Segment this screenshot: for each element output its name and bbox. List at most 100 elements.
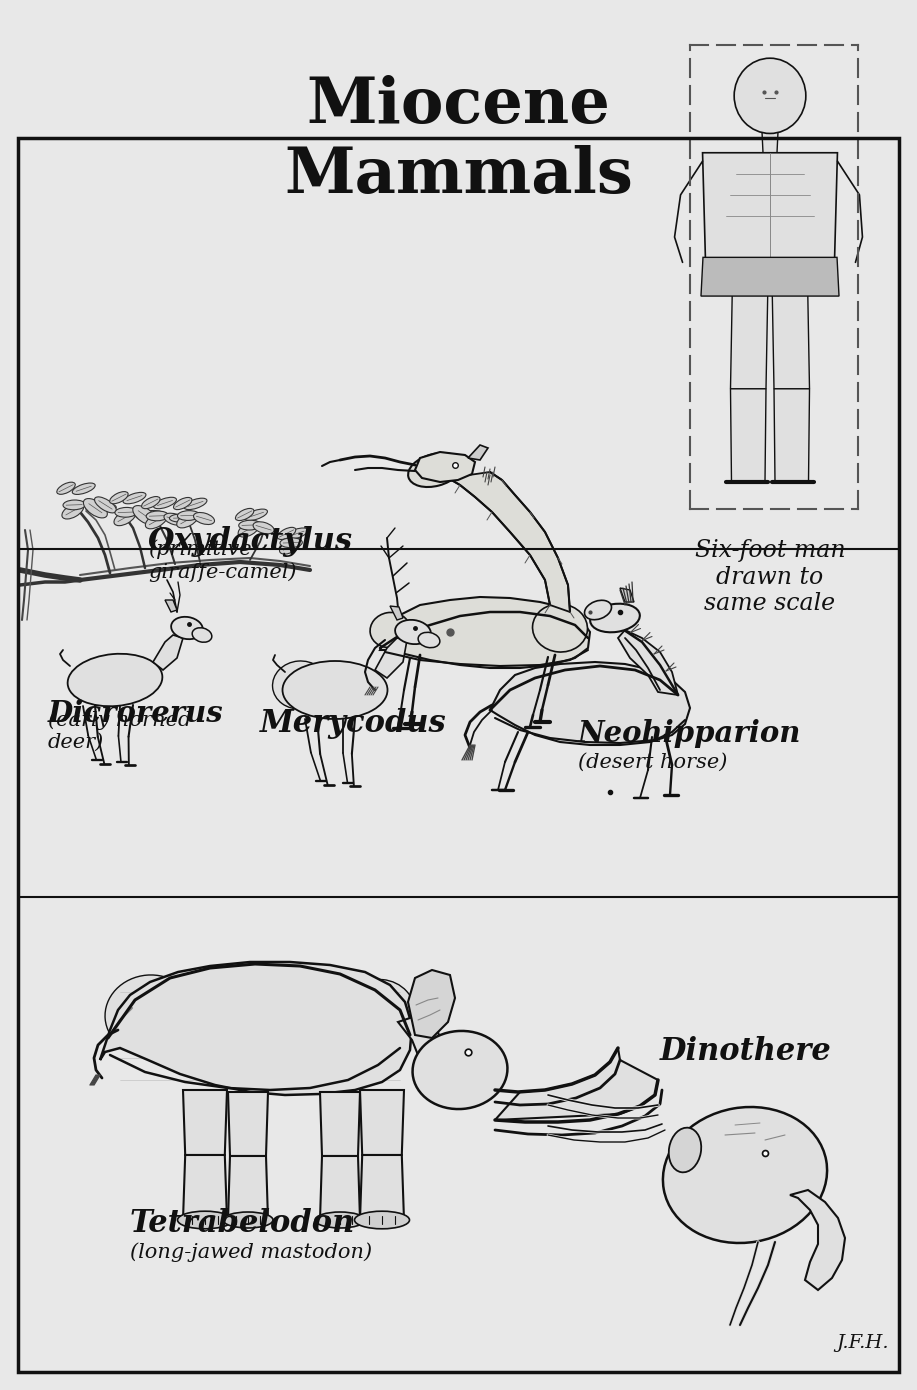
Ellipse shape	[133, 506, 157, 525]
Ellipse shape	[355, 1211, 410, 1229]
Ellipse shape	[105, 974, 195, 1055]
Ellipse shape	[282, 662, 388, 719]
Polygon shape	[153, 635, 183, 670]
Polygon shape	[390, 606, 403, 620]
Ellipse shape	[68, 653, 162, 706]
Ellipse shape	[146, 513, 167, 528]
Text: Miocene: Miocene	[306, 75, 611, 136]
Ellipse shape	[236, 509, 254, 520]
Ellipse shape	[413, 1031, 507, 1109]
Ellipse shape	[668, 1127, 702, 1172]
Ellipse shape	[170, 514, 193, 523]
Text: (early horned
deer): (early horned deer)	[48, 710, 192, 752]
Ellipse shape	[280, 538, 302, 555]
Ellipse shape	[315, 1212, 365, 1227]
Polygon shape	[701, 257, 839, 296]
Text: (long-jawed mastodon): (long-jawed mastodon)	[130, 1243, 372, 1262]
Polygon shape	[415, 452, 475, 482]
Polygon shape	[731, 279, 768, 389]
Polygon shape	[165, 600, 177, 612]
Polygon shape	[100, 962, 412, 1095]
Ellipse shape	[63, 500, 85, 510]
Ellipse shape	[395, 620, 431, 644]
Polygon shape	[774, 389, 810, 481]
Ellipse shape	[135, 510, 155, 521]
Text: Oxydactylus: Oxydactylus	[148, 525, 353, 557]
Polygon shape	[762, 132, 778, 153]
Text: Dicrorerus: Dicrorerus	[48, 699, 224, 728]
Polygon shape	[495, 1048, 658, 1120]
Ellipse shape	[193, 513, 215, 524]
Ellipse shape	[153, 498, 176, 509]
Polygon shape	[360, 1090, 404, 1155]
Polygon shape	[618, 630, 678, 695]
Text: Merycodus: Merycodus	[260, 708, 447, 739]
Polygon shape	[490, 662, 690, 745]
Ellipse shape	[280, 538, 303, 548]
Ellipse shape	[238, 521, 260, 537]
Ellipse shape	[533, 605, 588, 652]
Ellipse shape	[184, 498, 207, 510]
Polygon shape	[702, 153, 837, 279]
Ellipse shape	[123, 492, 146, 503]
Ellipse shape	[171, 617, 203, 639]
Ellipse shape	[110, 492, 128, 503]
Polygon shape	[320, 1093, 360, 1156]
Ellipse shape	[238, 520, 261, 530]
Ellipse shape	[370, 613, 410, 648]
Ellipse shape	[418, 632, 440, 648]
Ellipse shape	[272, 662, 327, 709]
Polygon shape	[408, 970, 455, 1038]
Polygon shape	[448, 473, 570, 612]
Polygon shape	[228, 1156, 268, 1220]
Text: (desert horse): (desert horse)	[578, 753, 727, 771]
Ellipse shape	[245, 509, 268, 520]
Ellipse shape	[584, 600, 612, 620]
Text: (primitive
giraffe-camel): (primitive giraffe-camel)	[148, 539, 296, 582]
Ellipse shape	[591, 603, 640, 632]
Ellipse shape	[140, 510, 164, 518]
Ellipse shape	[193, 628, 212, 642]
Polygon shape	[398, 1013, 448, 1095]
Ellipse shape	[285, 528, 308, 539]
Ellipse shape	[663, 1106, 827, 1243]
Text: Dinothere: Dinothere	[660, 1036, 832, 1068]
Polygon shape	[468, 445, 488, 460]
Ellipse shape	[141, 496, 160, 509]
Ellipse shape	[178, 510, 200, 520]
Polygon shape	[320, 1156, 360, 1220]
Polygon shape	[380, 596, 590, 669]
Ellipse shape	[85, 503, 106, 516]
Ellipse shape	[93, 503, 116, 512]
Text: J.F.H.: J.F.H.	[836, 1334, 889, 1352]
Ellipse shape	[57, 482, 75, 495]
Ellipse shape	[345, 980, 415, 1044]
Text: Mammals: Mammals	[284, 145, 633, 206]
Ellipse shape	[115, 507, 138, 517]
Ellipse shape	[177, 512, 198, 528]
Polygon shape	[183, 1090, 227, 1155]
Bar	[18, 138, 899, 1372]
Ellipse shape	[253, 521, 274, 534]
Ellipse shape	[735, 58, 806, 133]
Polygon shape	[375, 638, 407, 678]
Ellipse shape	[408, 453, 462, 486]
Polygon shape	[731, 389, 766, 481]
Polygon shape	[183, 1155, 227, 1220]
Ellipse shape	[277, 527, 296, 539]
Polygon shape	[790, 1190, 845, 1290]
Ellipse shape	[62, 503, 83, 518]
Ellipse shape	[164, 513, 185, 525]
Polygon shape	[228, 1093, 268, 1156]
Ellipse shape	[146, 512, 169, 521]
Text: Tetrabelodon: Tetrabelodon	[130, 1208, 355, 1238]
Polygon shape	[620, 588, 634, 602]
Ellipse shape	[94, 496, 116, 513]
Ellipse shape	[223, 1212, 273, 1227]
Text: Six-foot man
drawn to
same scale: Six-foot man drawn to same scale	[695, 539, 845, 616]
Ellipse shape	[173, 498, 192, 510]
Text: Neohipparion: Neohipparion	[578, 719, 801, 748]
Ellipse shape	[83, 499, 107, 518]
Ellipse shape	[178, 1211, 233, 1229]
Polygon shape	[360, 1155, 404, 1220]
